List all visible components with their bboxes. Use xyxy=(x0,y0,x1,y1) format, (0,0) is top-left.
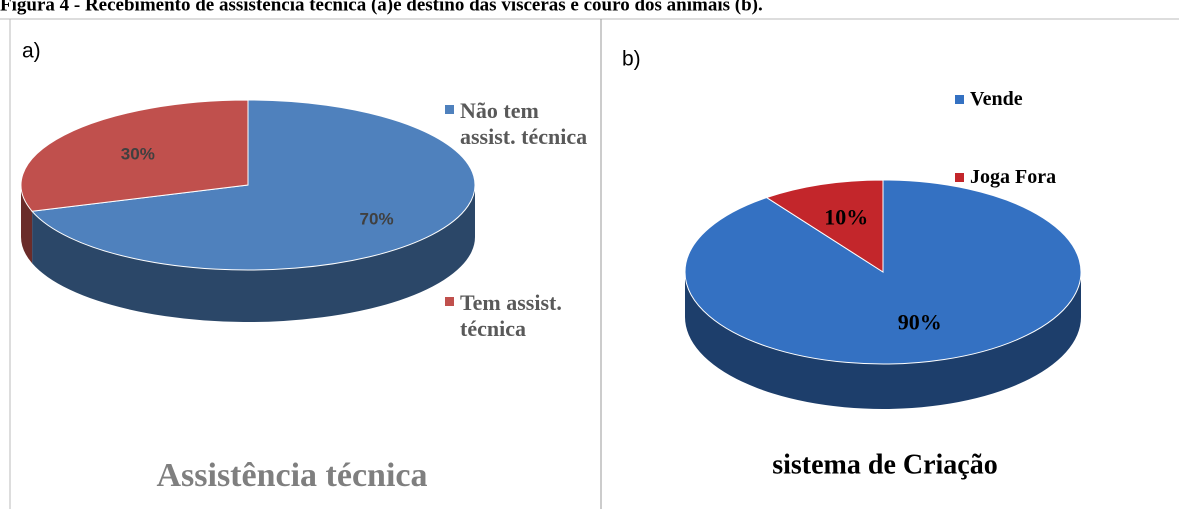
data-label: 70% xyxy=(360,209,394,228)
legend-text: Joga Fora xyxy=(970,166,1057,188)
pie-side xyxy=(21,185,33,264)
legend-item: Joga Fora xyxy=(955,166,1175,189)
legend-text: Tem assist. técnica xyxy=(460,290,562,341)
legend-item: Não tem assist. técnica xyxy=(445,98,595,150)
panel-label: a) xyxy=(22,40,41,63)
pie-side xyxy=(32,185,476,322)
chart-title: Assistência técnica xyxy=(156,457,427,494)
legend-text: Não tem assist. técnica xyxy=(460,98,588,149)
pie-side xyxy=(685,272,1081,409)
data-label: 10% xyxy=(824,205,868,230)
legend-text: Vende xyxy=(970,88,1023,110)
legend-swatch xyxy=(955,173,964,182)
legend-item: Vende xyxy=(955,88,1175,111)
data-label: 90% xyxy=(898,310,942,335)
data-label: 30% xyxy=(121,145,155,164)
pie-slice xyxy=(765,179,884,273)
legend-swatch xyxy=(445,105,454,114)
pie-slice xyxy=(31,99,476,271)
legend-item: Tem assist. técnica xyxy=(445,290,595,342)
legend-swatch xyxy=(955,95,964,104)
chart-title: sistema de Criação xyxy=(772,449,998,480)
figure-caption: Figura 4 - Recebimento de assistência té… xyxy=(0,0,763,15)
legend-swatch xyxy=(445,297,454,306)
panel-label: b) xyxy=(622,48,641,71)
pie-slice xyxy=(20,99,249,212)
